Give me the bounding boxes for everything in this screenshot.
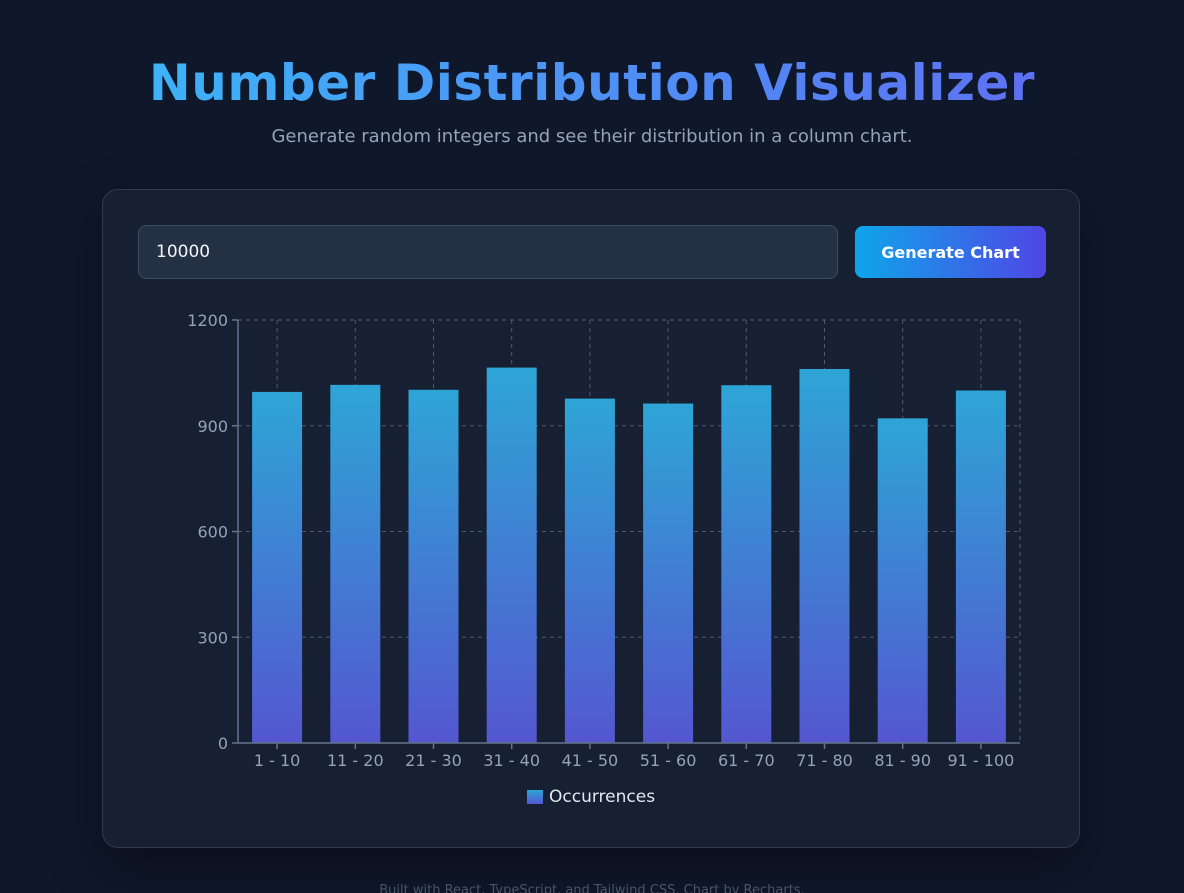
bar[interactable] (486, 367, 537, 743)
chart-legend[interactable]: Occurrences (527, 787, 655, 807)
bar[interactable] (721, 385, 772, 743)
bar[interactable] (799, 368, 850, 743)
y-tick-label: 0 (218, 734, 228, 753)
y-tick-label: 1200 (187, 311, 228, 330)
page-title: Number Distribution Visualizer (0, 48, 1184, 118)
legend-swatch (527, 790, 543, 804)
bar[interactable] (252, 391, 303, 743)
chart-axes: 0 300 600 900 1200 1 - 10 11 - 20 21 - 30 31 - 4… (187, 311, 1020, 770)
x-tick-label: 31 - 40 (483, 751, 540, 770)
bar[interactable] (877, 418, 928, 743)
bar[interactable] (643, 403, 694, 743)
bar[interactable] (408, 389, 459, 743)
x-tick-label: 11 - 20 (327, 751, 384, 770)
x-tick-label: 71 - 80 (796, 751, 853, 770)
x-tick-label: 91 - 100 (947, 751, 1014, 770)
x-tick-label: 21 - 30 (405, 751, 462, 770)
y-tick-label: 900 (197, 417, 228, 436)
count-input[interactable] (138, 225, 838, 279)
y-tick-label: 300 (197, 628, 228, 647)
generate-chart-button[interactable]: Generate Chart (855, 226, 1046, 278)
footer-text: Built with React, TypeScript, and Tailwi… (379, 883, 805, 893)
x-tick-label: 1 - 10 (254, 751, 300, 770)
x-tick-label: 41 - 50 (562, 751, 619, 770)
x-tick-label: 81 - 90 (874, 751, 931, 770)
chart-bars (252, 367, 1006, 744)
legend-label: Occurrences (549, 787, 655, 807)
bar[interactable] (955, 390, 1006, 744)
page-subtitle: Generate random integers and see their d… (271, 126, 913, 147)
x-tick-label: 51 - 60 (640, 751, 697, 770)
y-tick-label: 600 (197, 523, 228, 542)
bar[interactable] (564, 398, 615, 743)
bar[interactable] (330, 384, 381, 743)
x-tick-label: 61 - 70 (718, 751, 775, 770)
